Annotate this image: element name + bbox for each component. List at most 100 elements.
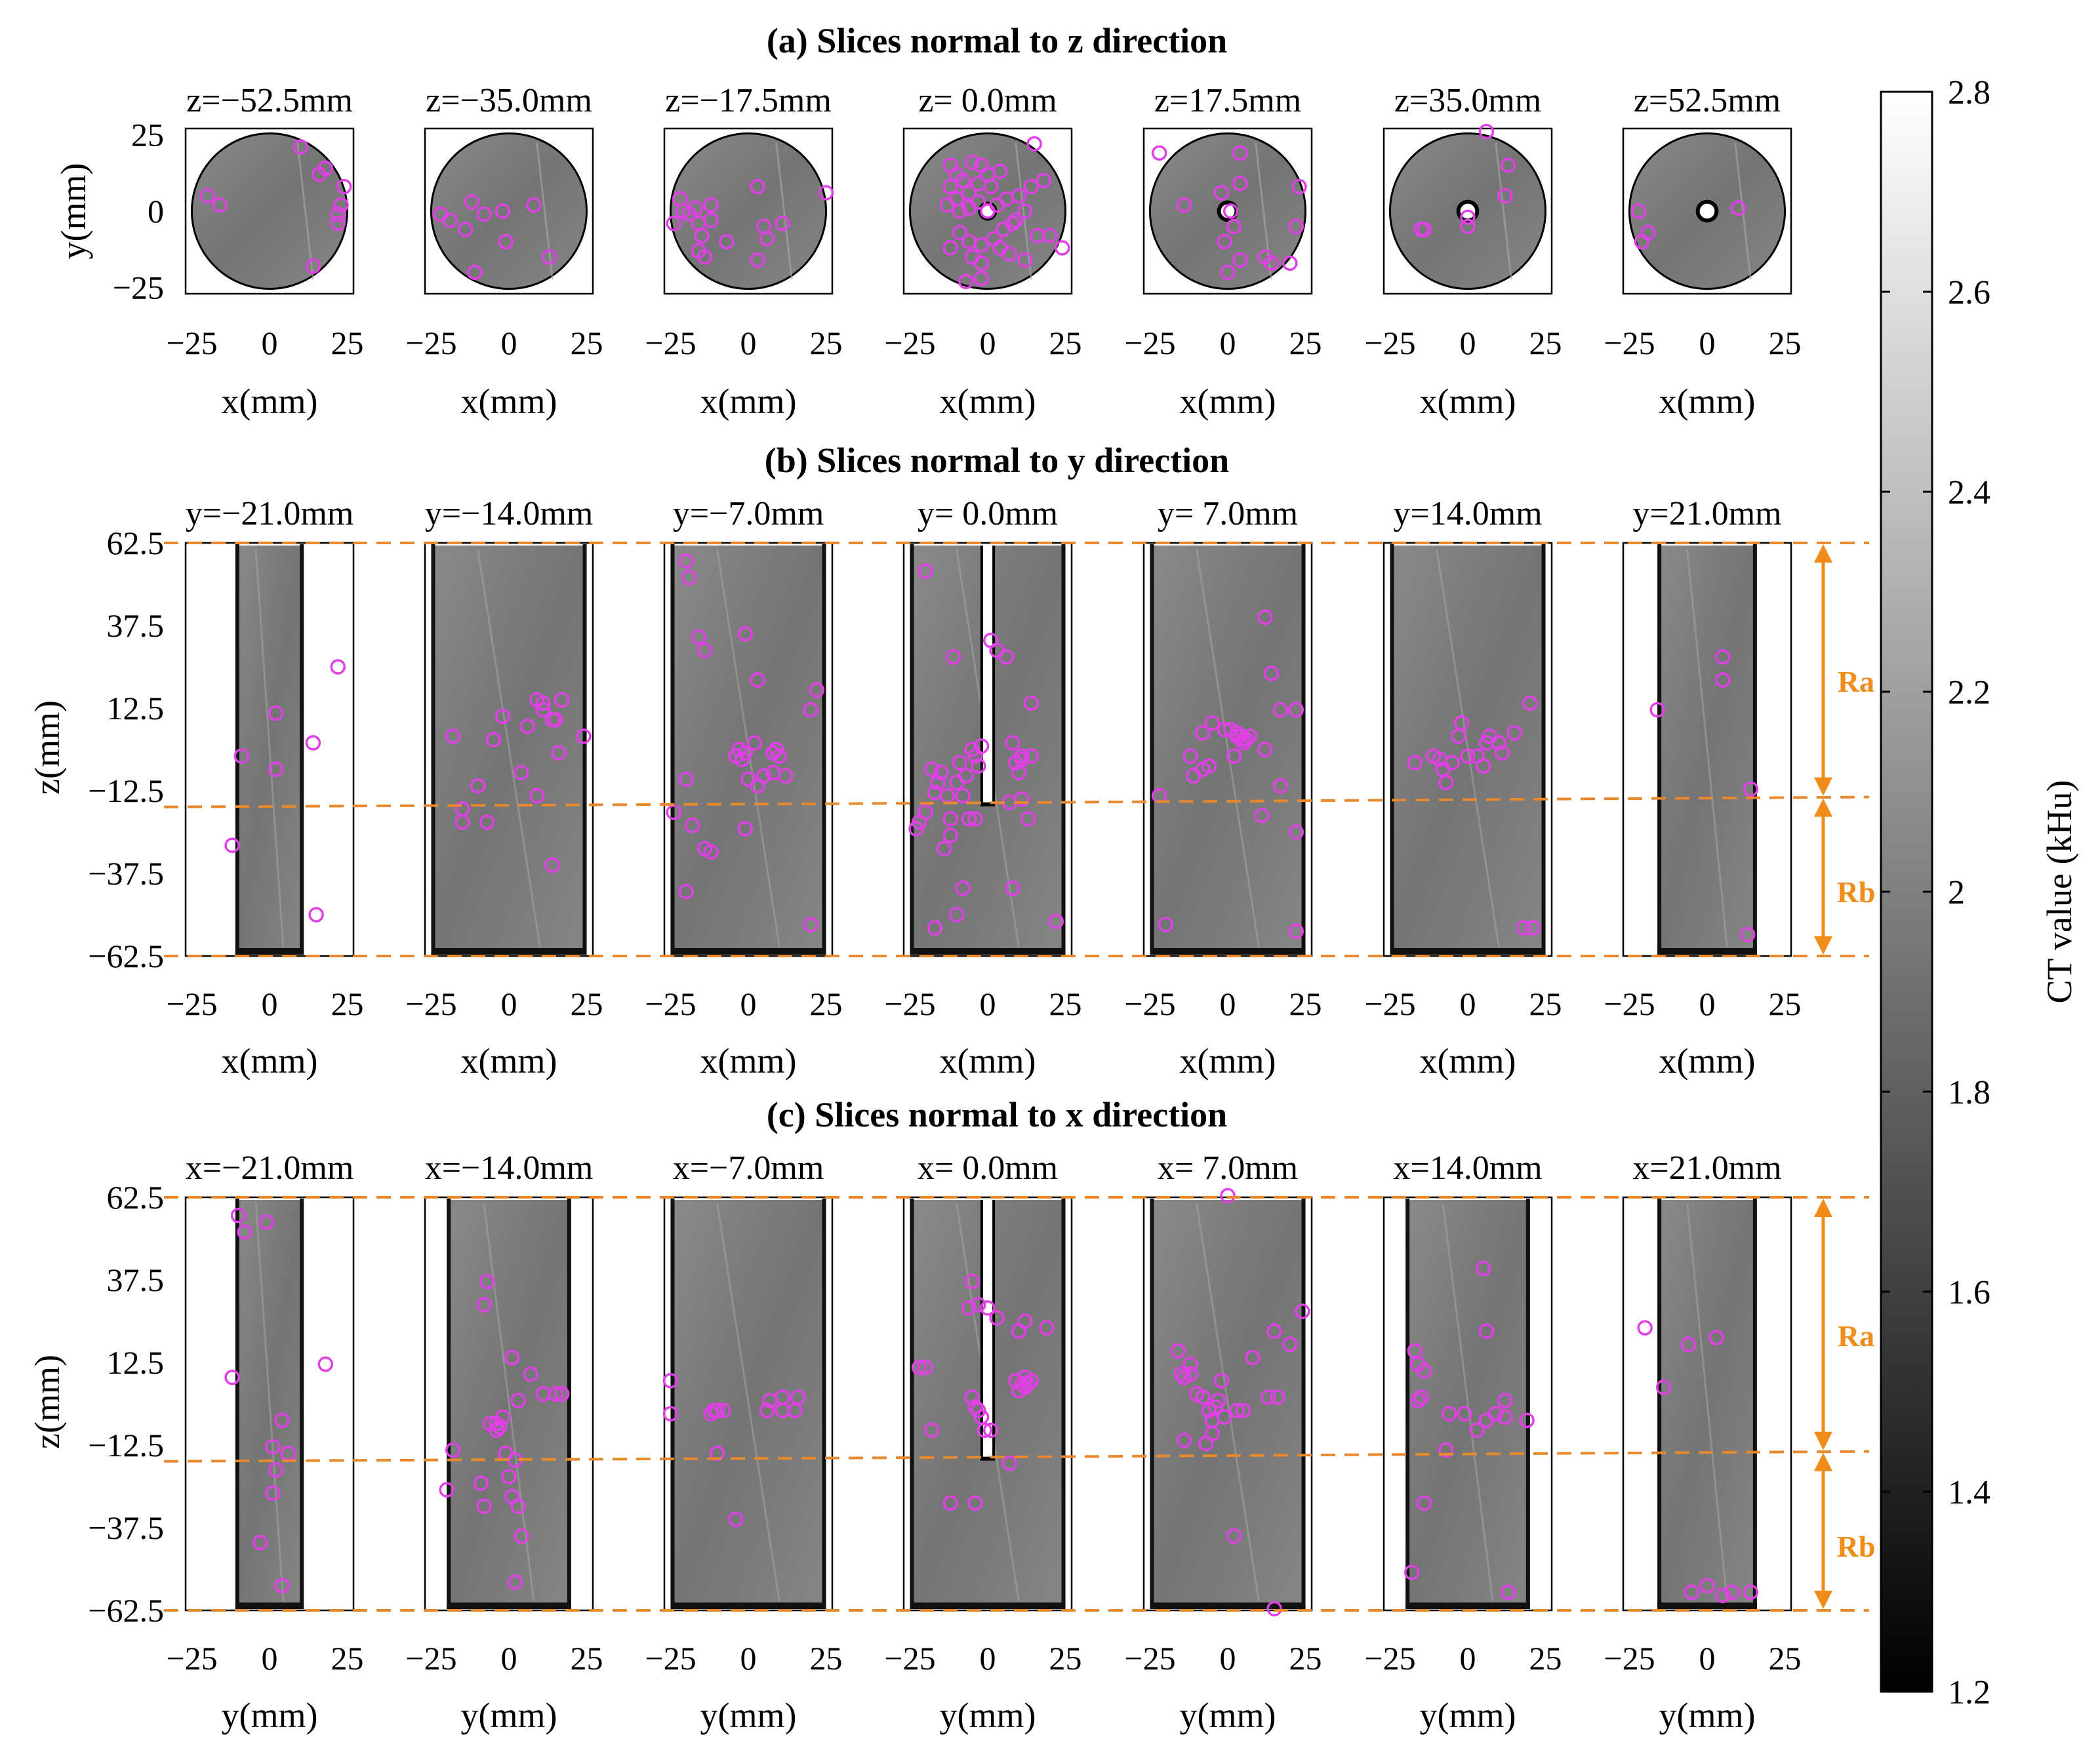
- defect-marker: [1438, 1442, 1454, 1458]
- defect-marker: [1288, 702, 1304, 718]
- sample-edge-right: [822, 1199, 826, 1609]
- panel-frame: [902, 127, 1073, 295]
- defect-marker: [1229, 1403, 1245, 1418]
- defect-marker: [1500, 157, 1516, 173]
- defect-marker: [498, 233, 514, 250]
- x-tick-label: 0: [1460, 1640, 1476, 1677]
- x-tick-label: −25: [166, 325, 217, 361]
- defect-marker: [1226, 1528, 1242, 1544]
- panel-b-3: y=−7.0mm −25 0 25 x(mm): [645, 495, 842, 1081]
- x-tick-label: 25: [810, 325, 843, 361]
- defect-marker: [1042, 228, 1058, 244]
- defect-marker: [1232, 145, 1248, 161]
- sample-edge-right: [1301, 544, 1306, 955]
- defect-marker: [1036, 172, 1052, 189]
- panel-b-4: y= 0.0mm −25 0 25 x(mm): [884, 495, 1081, 1081]
- sample-streak: [1686, 549, 1728, 947]
- defect-marker: [529, 787, 545, 804]
- defect-marker: [964, 1273, 980, 1290]
- defect-marker: [971, 1297, 986, 1313]
- y-tick-label: 12.5: [107, 690, 165, 727]
- y-tick-label: −37.5: [88, 1509, 164, 1546]
- arrow-b-ra-head-down: [1814, 777, 1832, 796]
- defect-marker: [554, 1386, 570, 1402]
- defect-marker: [1453, 715, 1470, 731]
- defect-marker: [1494, 745, 1510, 761]
- defect-marker: [703, 212, 719, 228]
- defect-marker: [958, 273, 974, 290]
- y-tick-label: −62.5: [88, 1592, 164, 1629]
- defect-marker: [1714, 1587, 1731, 1604]
- defect-marker: [1220, 1187, 1236, 1204]
- x-tick-label: 25: [1769, 325, 1802, 361]
- x-tick-label: 25: [331, 325, 364, 361]
- x-tick-label: 0: [1460, 325, 1476, 361]
- defect-marker: [778, 768, 794, 784]
- x-tick-label: −25: [166, 986, 217, 1022]
- x-axis-label: x(mm): [1420, 1041, 1516, 1081]
- defect-marker: [1714, 672, 1731, 688]
- defect-marker: [1005, 735, 1020, 751]
- colorbar-tick-label: 1.6: [1948, 1274, 1990, 1311]
- y-tick-label: 0: [148, 193, 164, 229]
- defect-marker: [1500, 1584, 1516, 1601]
- panel-b-5: y= 7.0mm −25 0 25 x(mm): [1124, 495, 1322, 1081]
- defect-marker: [230, 1207, 247, 1224]
- x-axis-label: x(mm): [222, 1041, 318, 1081]
- panel-c-6: x=14.0mm −25 0 25 y(mm): [1364, 1149, 1562, 1735]
- defect-marker: [464, 194, 479, 210]
- defect-marker: [1220, 264, 1236, 281]
- panel-title: y=−21.0mm: [186, 495, 354, 532]
- colorbar-tick-label: 2: [1948, 874, 1965, 911]
- row-b-label-rb: Rb: [1837, 875, 1876, 909]
- x-axis-label: x(mm): [1659, 1041, 1756, 1081]
- panel-title: x=21.0mm: [1632, 1149, 1781, 1187]
- defect-marker: [961, 233, 977, 250]
- defect-marker: [495, 203, 511, 219]
- x-axis-label: y(mm): [940, 1696, 1036, 1735]
- panel-title: z=−52.5mm: [186, 82, 353, 119]
- x-tick-label: 25: [1289, 1640, 1322, 1677]
- colorbar-tick-label: 2.6: [1948, 274, 1990, 311]
- defect-marker: [224, 1369, 240, 1385]
- defect-marker: [1478, 1323, 1495, 1339]
- x-tick-label: 25: [331, 986, 364, 1022]
- defect-marker: [199, 188, 215, 204]
- defect-marker: [479, 814, 495, 830]
- defect-marker: [1263, 666, 1280, 681]
- x-tick-label: 25: [571, 986, 603, 1022]
- colorbar: 2.8 2.6 2.4 2.2 2 1.8 1.6 1.4 1.2 CT value (kHu): [1880, 74, 2079, 1711]
- panel-c-2: x=−14.0mm −25 0 25 y(mm): [405, 1149, 603, 1735]
- defect-marker: [1048, 913, 1064, 929]
- defect-marker: [1226, 748, 1242, 764]
- row-a-panels: z=−52.5mm −25 0 25 x(mm) z=−35.0mm −25 0 25 x(mm)…: [113, 82, 1802, 421]
- row-a-title: (a) Slices normal to z direction: [767, 21, 1227, 60]
- defect-marker: [1201, 758, 1217, 774]
- defect-marker: [501, 1469, 517, 1484]
- sample-edge-left: [1405, 1199, 1410, 1609]
- defect-marker: [1242, 728, 1257, 744]
- sample-edge-right: [1752, 544, 1757, 955]
- defect-marker: [252, 1534, 268, 1551]
- panel-frame: [902, 542, 1073, 957]
- sample-streak: [1196, 549, 1260, 947]
- defect-marker: [510, 1498, 526, 1514]
- x-tick-label: 0: [1699, 1640, 1716, 1677]
- defect-marker: [1026, 136, 1042, 152]
- defect-marker: [1291, 178, 1307, 195]
- defect-marker: [1170, 1343, 1186, 1359]
- x-tick-label: 25: [1529, 325, 1562, 361]
- sample-edge-right: [567, 1199, 571, 1609]
- defect-marker: [1005, 215, 1020, 231]
- x-tick-label: 0: [740, 986, 757, 1022]
- panel-c-3: x=−7.0mm −25 0 25 y(mm): [645, 1149, 842, 1735]
- sample-edge-bottom: [235, 948, 304, 955]
- colorbar-tick-label: 1.4: [1948, 1474, 1990, 1511]
- defect-marker: [293, 139, 309, 155]
- x-tick-label: −25: [1604, 986, 1655, 1022]
- x-tick-label: 0: [1460, 986, 1476, 1022]
- defect-marker: [1724, 1584, 1740, 1601]
- defect-marker: [977, 1422, 993, 1439]
- defect-marker: [737, 626, 754, 642]
